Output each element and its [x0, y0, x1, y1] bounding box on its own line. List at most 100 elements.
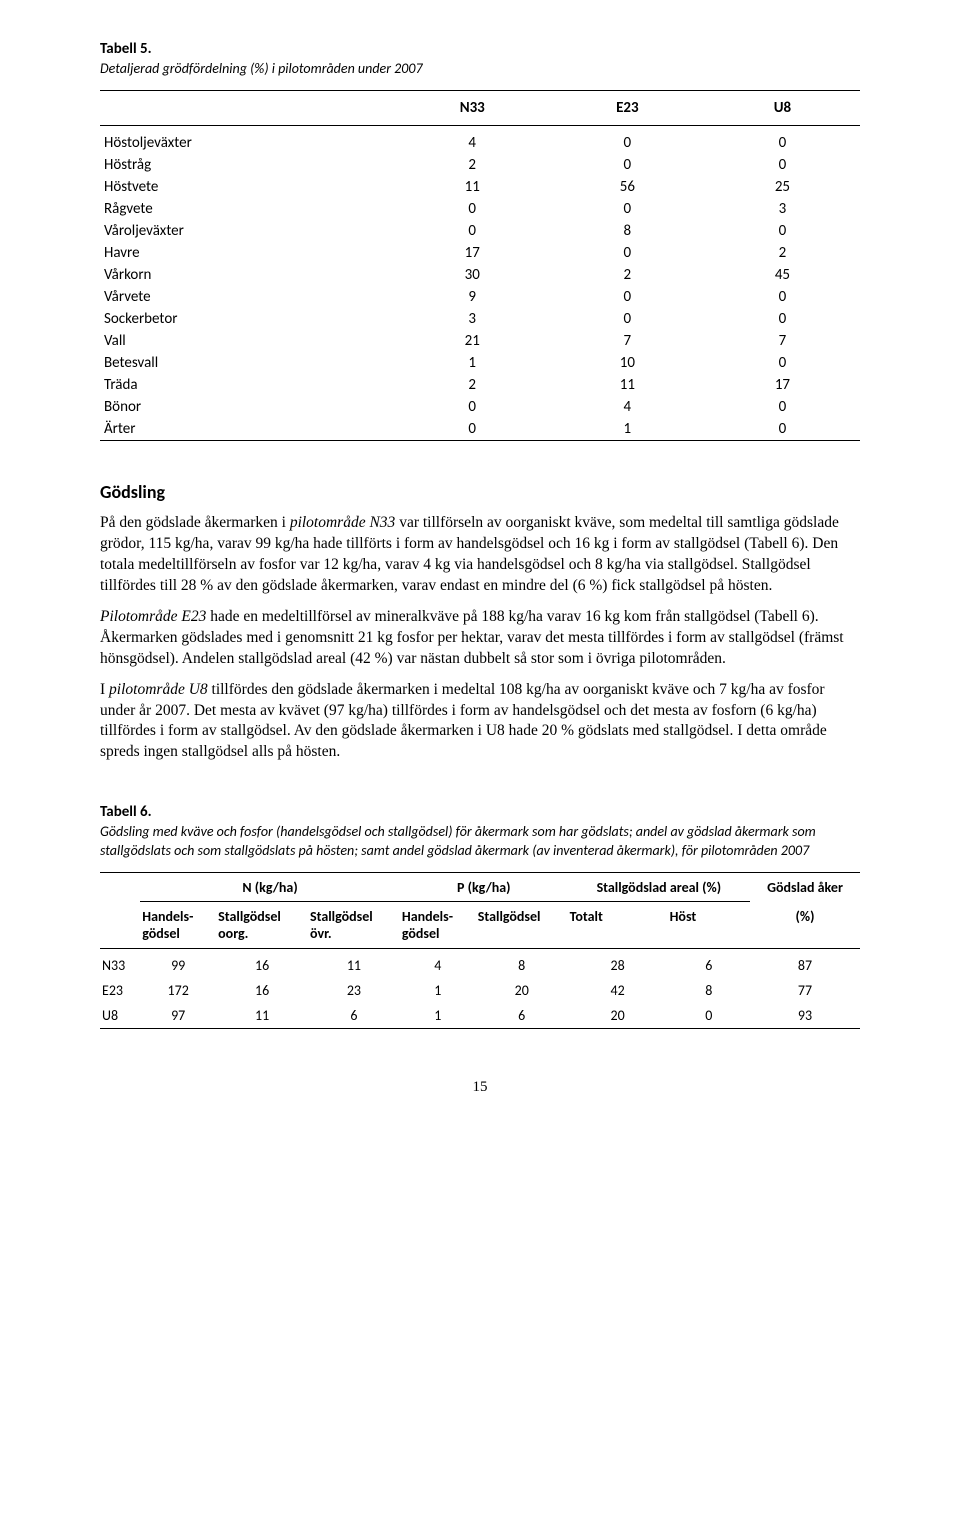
table5-cell: 2: [395, 374, 550, 396]
table-row: Sockerbetor300: [100, 308, 860, 330]
p3-lead: I: [100, 681, 109, 698]
table6-cell: 16: [216, 978, 308, 1003]
table5-cell: 0: [550, 308, 705, 330]
table6-caption-italic: Gödsling med kväve och fosfor (handelsgö…: [100, 823, 860, 859]
table6-grouphead-p: P (kg/ha): [400, 872, 568, 902]
table5: N33 E23 U8 Höstoljeväxter400Höstråg200Hö…: [100, 90, 860, 441]
table5-row-label: Havre: [100, 242, 395, 264]
table5-cell: 0: [705, 308, 860, 330]
table5-cell: 9: [395, 286, 550, 308]
table5-cell: 0: [705, 220, 860, 242]
table6-sub-stall-oorg: Stallgödsel oorg.: [216, 902, 308, 949]
table5-row-label: Betesvall: [100, 352, 395, 374]
table5-row-label: Träda: [100, 374, 395, 396]
table6-sub-handels2: Handels- gödsel: [400, 902, 476, 949]
table6-grouphead-godslad: Gödslad åker: [750, 872, 860, 902]
table6-sub-handels: Handels- gödsel: [140, 902, 216, 949]
table5-cell: 0: [550, 242, 705, 264]
table5-cell: 4: [550, 396, 705, 418]
table6-cell: 16: [216, 949, 308, 979]
table-row: Rågvete003: [100, 198, 860, 220]
table-row: N339916114828687: [100, 949, 860, 979]
table6-sub-stall: Stallgödsel: [476, 902, 568, 949]
table6-group-header-row: N (kg/ha) P (kg/ha) Stallgödslad areal (…: [100, 872, 860, 902]
table6-sub-header-row: Handels- gödsel Stallgödsel oorg. Stallg…: [100, 902, 860, 949]
table6-cell: 11: [308, 949, 400, 979]
table5-cell: 0: [550, 154, 705, 176]
table6-row-label: U8: [100, 1003, 140, 1029]
table5-cell: 8: [550, 220, 705, 242]
page: Tabell 5. Detaljerad grödfördelning (%) …: [0, 0, 960, 1136]
table5-cell: 0: [705, 154, 860, 176]
table-row: Höstoljeväxter400: [100, 126, 860, 155]
table6: N (kg/ha) P (kg/ha) Stallgödslad areal (…: [100, 872, 860, 1030]
table5-header-row: N33 E23 U8: [100, 91, 860, 126]
table6-sub-totalt: Totalt: [568, 902, 668, 949]
p1-lead: På den gödslade åkermarken i: [100, 514, 290, 531]
table5-cell: 7: [705, 330, 860, 352]
table5-col-n33: N33: [395, 91, 550, 126]
table5-cell: 0: [395, 396, 550, 418]
table5-cell: 30: [395, 264, 550, 286]
table5-cell: 11: [550, 374, 705, 396]
p2-italic: Pilotområde E23: [100, 608, 206, 625]
table6-cell: 1: [400, 1003, 476, 1029]
table5-cell: 0: [705, 396, 860, 418]
page-number: 15: [100, 1079, 860, 1096]
table6-cell: 0: [668, 1003, 750, 1029]
table5-cell: 1: [395, 352, 550, 374]
table-row: Vårkorn30245: [100, 264, 860, 286]
table5-cell: 3: [395, 308, 550, 330]
table6-caption-bold: Tabell 6.: [100, 803, 860, 821]
table5-cell: 4: [395, 126, 550, 155]
table5-cell: 17: [395, 242, 550, 264]
p3-italic: pilotområde U8: [109, 681, 208, 698]
table6-cell: 4: [400, 949, 476, 979]
table6-cell: 93: [750, 1003, 860, 1029]
table6-cell: 77: [750, 978, 860, 1003]
table5-cell: 2: [550, 264, 705, 286]
table5-col-u8: U8: [705, 91, 860, 126]
table6-cell: 6: [308, 1003, 400, 1029]
table6-cell: 11: [216, 1003, 308, 1029]
table-row: U8971161620093: [100, 1003, 860, 1029]
table5-row-label: Våroljeväxter: [100, 220, 395, 242]
table5-cell: 21: [395, 330, 550, 352]
table6-cell: 8: [476, 949, 568, 979]
table5-row-label: Vall: [100, 330, 395, 352]
table-row: Vårvete900: [100, 286, 860, 308]
table6-sub-host: Höst: [668, 902, 750, 949]
table5-caption-bold: Tabell 5.: [100, 40, 860, 58]
table-row: Ärter010: [100, 418, 860, 441]
table5-row-label: Vårvete: [100, 286, 395, 308]
table5-cell: 7: [550, 330, 705, 352]
table5-row-label: Höstoljeväxter: [100, 126, 395, 155]
table-row: Havre1702: [100, 242, 860, 264]
table6-cell: 23: [308, 978, 400, 1003]
p3-rest: tillfördes den gödslade åkermarken i med…: [100, 681, 827, 761]
table5-cell: 0: [550, 198, 705, 220]
table6-row-label: N33: [100, 949, 140, 979]
table5-cell: 0: [395, 198, 550, 220]
table6-grouphead-n: N (kg/ha): [140, 872, 400, 902]
table5-cell: 0: [705, 286, 860, 308]
table5-cell: 0: [550, 126, 705, 155]
p1-italic: pilotområde N33: [290, 514, 396, 531]
table5-cell: 3: [705, 198, 860, 220]
section-heading-godsling: Gödsling: [100, 481, 860, 503]
table-row: Bönor040: [100, 396, 860, 418]
table5-col-e23: E23: [550, 91, 705, 126]
table5-row-label: Höstråg: [100, 154, 395, 176]
table6-cell: 6: [668, 949, 750, 979]
table5-row-label: Höstvete: [100, 176, 395, 198]
table6-cell: 97: [140, 1003, 216, 1029]
table5-cell: 10: [550, 352, 705, 374]
table5-cell: 0: [705, 418, 860, 441]
table6-cell: 6: [476, 1003, 568, 1029]
table6-cell: 99: [140, 949, 216, 979]
table5-row-label: Ärter: [100, 418, 395, 441]
table6-cell: 20: [476, 978, 568, 1003]
table-row: Våroljeväxter080: [100, 220, 860, 242]
table5-row-label: Bönor: [100, 396, 395, 418]
table5-cell: 1: [550, 418, 705, 441]
